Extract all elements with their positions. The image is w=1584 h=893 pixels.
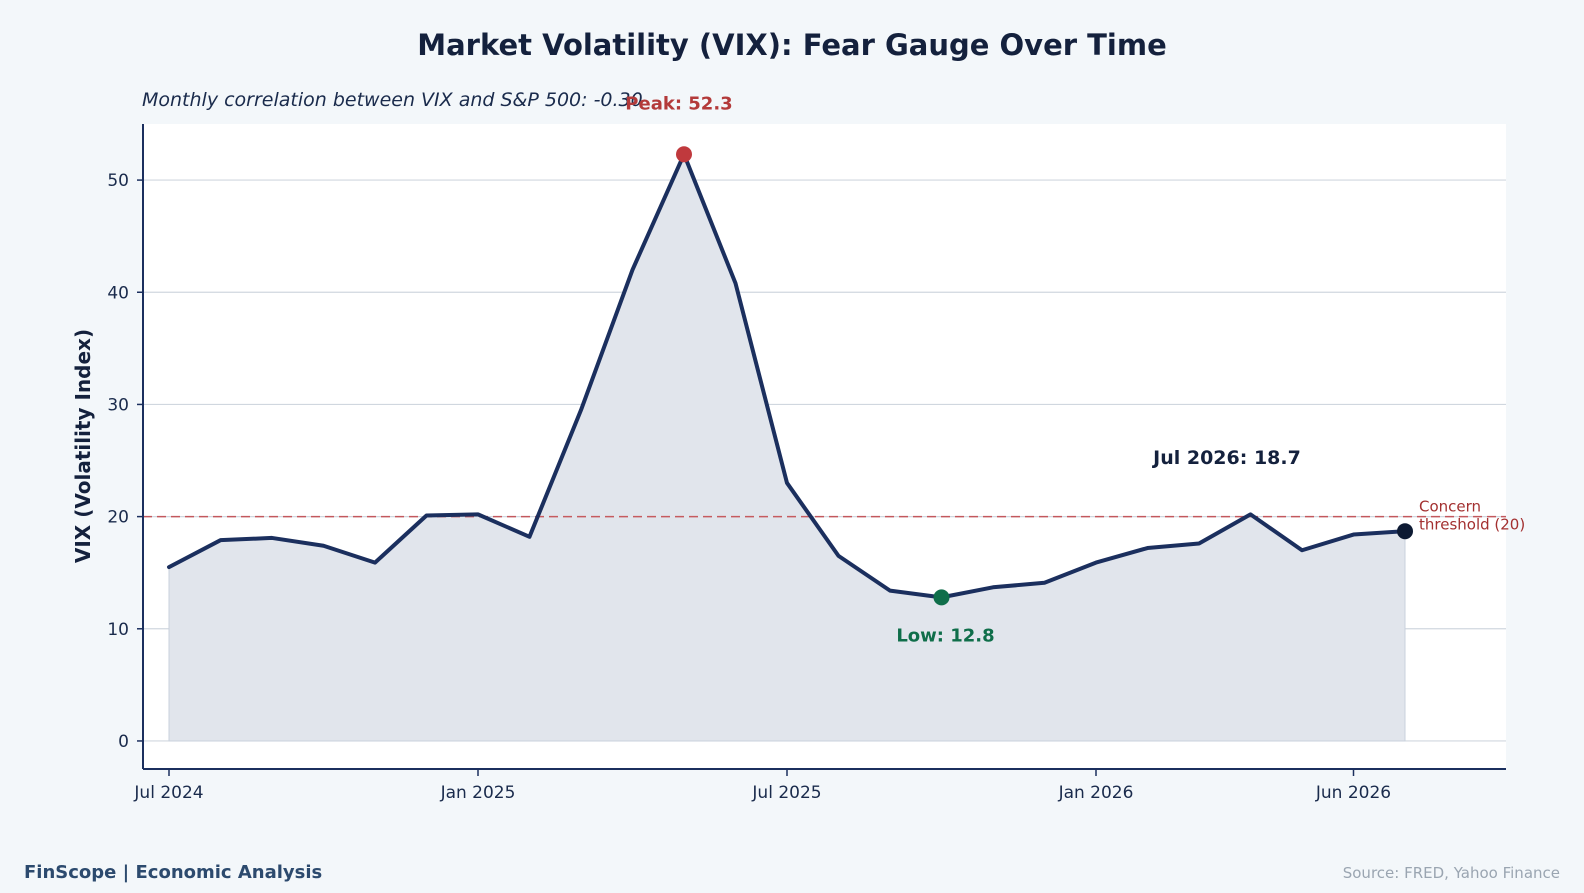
y-tick-label-50: 50 <box>107 171 129 191</box>
x-tick-label-2025-01: Jan 2025 <box>440 783 516 803</box>
threshold-label: Concern threshold (20) <box>1419 498 1525 534</box>
y-axis-label: VIX (Volatility Index) <box>71 329 95 563</box>
chart-title: Market Volatility (VIX): Fear Gauge Over… <box>417 28 1167 62</box>
x-tick-label-2024-07: Jul 2024 <box>133 783 203 803</box>
y-tick-label-30: 30 <box>107 395 129 415</box>
y-tick-label-10: 10 <box>107 620 129 640</box>
threshold-label-line1: Concern <box>1419 498 1481 516</box>
x-tick-label-2025-07: Jul 2025 <box>751 783 821 803</box>
x-tick-label-2026-06: Jun 2026 <box>1315 783 1391 803</box>
vix-series-line <box>167 152 1407 600</box>
tick-labels: 0 10 20 30 40 50 Jul 2024 Jan 2025 Jul 2025 Jan 2… <box>107 171 1391 803</box>
peak-annotation: Peak: 52.3 <box>625 93 732 114</box>
chart-subtitle: Monthly correlation between VIX and S&P … <box>142 89 643 111</box>
last-value-annotation: Jul 2026: 18.7 <box>1151 447 1301 469</box>
low-marker <box>933 589 950 606</box>
peak-marker <box>676 146 692 163</box>
threshold-label-line2: threshold (20) <box>1419 516 1525 534</box>
last-value-marker <box>1397 523 1413 540</box>
y-tick-label-40: 40 <box>107 283 129 303</box>
markers-layer <box>676 146 1413 606</box>
y-tick-label-20: 20 <box>107 508 129 528</box>
y-tick-label-0: 0 <box>118 732 129 752</box>
low-annotation: Low: 12.8 <box>896 625 994 646</box>
axes-layer <box>142 124 1506 770</box>
line-layer <box>167 152 1407 600</box>
x-tick-label-2026-01: Jan 2026 <box>1058 783 1134 803</box>
footer-brand: FinScope | Economic Analysis <box>24 862 322 883</box>
footer-source: Source: FRED, Yahoo Finance <box>1343 864 1560 882</box>
